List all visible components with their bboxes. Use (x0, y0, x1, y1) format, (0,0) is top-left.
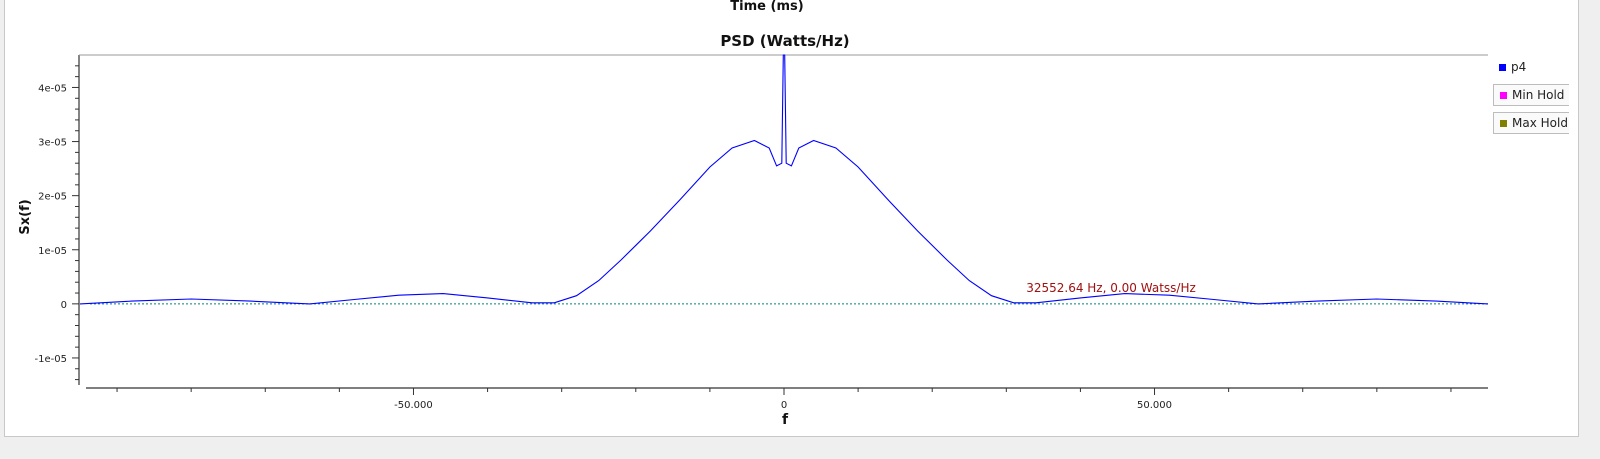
legend-swatch (1500, 119, 1507, 127)
legend-swatch (1499, 63, 1506, 71)
y-tick-label: 2e-05 (38, 192, 67, 203)
y-tick-label: -1e-05 (35, 354, 67, 365)
y-tick-label: 3e-05 (38, 138, 67, 149)
legend-label: Min Hold (1512, 88, 1565, 102)
legend-item-p4[interactable]: p4 (1493, 56, 1569, 78)
x-tick-label: -50.000 (394, 400, 433, 411)
legend: p4 Min Hold Max Hold (1493, 56, 1569, 140)
plot-panel (4, 0, 1579, 437)
legend-label: Max Hold (1512, 116, 1568, 130)
legend-swatch (1500, 91, 1507, 99)
legend-item-max-hold[interactable]: Max Hold (1493, 112, 1569, 134)
y-tick-label: 0 (61, 300, 67, 311)
x-tick-label: 50.000 (1137, 400, 1172, 411)
chart-title: PSD (Watts/Hz) (720, 32, 849, 50)
legend-item-min-hold[interactable]: Min Hold (1493, 84, 1569, 106)
legend-label: p4 (1511, 60, 1527, 74)
x-tick-label: 0 (781, 400, 787, 411)
x-axis-label: f (782, 412, 789, 428)
axes: 4e-05 3e-05 2e-05 1e-05 0 -1e-05 -50.000 0 50.00… (35, 54, 1488, 411)
series-line-p4 (79, 54, 1489, 305)
y-axis-label: Sx(f) (18, 199, 33, 234)
y-tick-label: 1e-05 (38, 246, 67, 257)
y-tick-label: 4e-05 (38, 83, 67, 94)
chart-marks: 32552.64 Hz, 0.00 Watss/Hz (79, 54, 1489, 305)
marker-annotation: 32552.64 Hz, 0.00 Watss/Hz (1026, 281, 1196, 295)
